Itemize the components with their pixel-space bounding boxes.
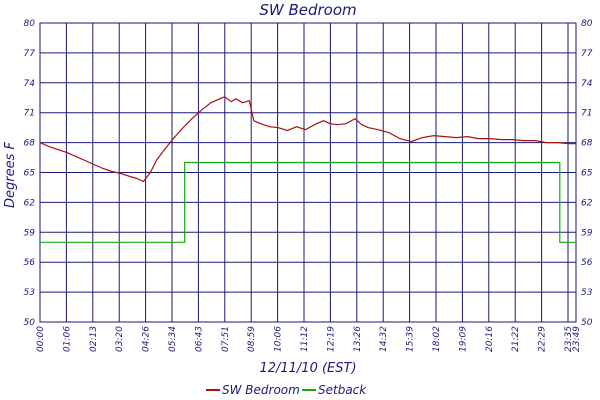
series-lines	[39, 96, 576, 243]
y-tick-label-right: 77	[581, 49, 593, 59]
y-tick-labels: 50 50 53 53 56 56 59 59 62 62 65 65 68 68 71 71 74 74 77 77…	[24, 19, 593, 328]
x-tick-label: 21:22	[511, 326, 521, 352]
x-tick-label: 20:16	[485, 326, 495, 352]
legend-label-sw-bedroom: SW Bedroom	[222, 383, 300, 397]
y-tick-label-right: 80	[581, 19, 593, 29]
x-tick-label: 10:06	[274, 326, 284, 352]
y-axis-title: Degrees F	[3, 141, 18, 208]
chart-title: SW Bedroom	[259, 1, 356, 19]
y-tick-label-left: 65	[24, 169, 36, 179]
y-tick-label-right: 65	[581, 169, 593, 179]
x-tick-label: 08:59	[247, 326, 257, 352]
y-tick-label-right: 59	[581, 228, 593, 238]
y-tick-label-right: 56	[581, 258, 593, 268]
x-tick-label: 15:39	[406, 326, 416, 352]
x-tick-label: 23:49	[572, 326, 582, 352]
y-tick-label-right: 50	[581, 318, 593, 328]
y-tick-label-left: 59	[24, 228, 36, 238]
y-tick-label-left: 71	[24, 109, 35, 119]
y-tick-label-left: 77	[24, 49, 36, 59]
series-line-sw-bedroom	[39, 96, 576, 183]
y-tick-label-left: 53	[24, 288, 36, 298]
legend: SW Bedroom Setback	[206, 383, 367, 397]
x-tick-label: 11:12	[300, 326, 310, 352]
y-tick-label-left: 80	[24, 19, 36, 29]
y-tick-label-right: 68	[581, 139, 593, 149]
x-tick-label: 19:09	[458, 326, 468, 352]
x-tick-label: 02:13	[89, 326, 99, 352]
x-tick-label: 00:00	[36, 326, 46, 352]
x-tick-label: 06:43	[194, 326, 204, 352]
legend-label-setback: Setback	[318, 383, 367, 397]
x-tick-label: 18:02	[432, 326, 442, 352]
x-tick-label: 03:20	[115, 326, 125, 352]
y-tick-label-right: 62	[581, 198, 593, 208]
x-tick-label: 13:26	[353, 326, 363, 352]
x-tick-label: 05:34	[168, 326, 178, 352]
y-tick-label-right: 53	[581, 288, 593, 298]
x-tick-label: 14:32	[379, 326, 389, 352]
x-tick-label: 04:26	[142, 326, 152, 352]
grid-lines	[39, 22, 577, 323]
y-tick-label-left: 62	[24, 198, 36, 208]
y-tick-label-left: 68	[24, 139, 36, 149]
x-tick-label: 23:35	[564, 326, 574, 352]
x-tick-label: 12:19	[326, 326, 336, 352]
x-tick-label: 01:06	[62, 326, 72, 352]
y-tick-label-right: 74	[581, 79, 593, 89]
y-tick-label-left: 74	[24, 79, 36, 89]
x-tick-label: 22:29	[538, 326, 548, 352]
series-line-setback	[40, 161, 576, 243]
y-tick-label-left: 50	[24, 318, 36, 328]
y-tick-label-right: 71	[581, 109, 592, 119]
y-tick-label-left: 56	[24, 258, 36, 268]
x-tick-label: 07:51	[221, 326, 231, 352]
x-axis-title: 12/11/10 (EST)	[259, 361, 356, 376]
x-tick-labels: 00:00 01:06 02:13 03:20 04:26 05:34 06:43 07:51…	[36, 326, 582, 352]
